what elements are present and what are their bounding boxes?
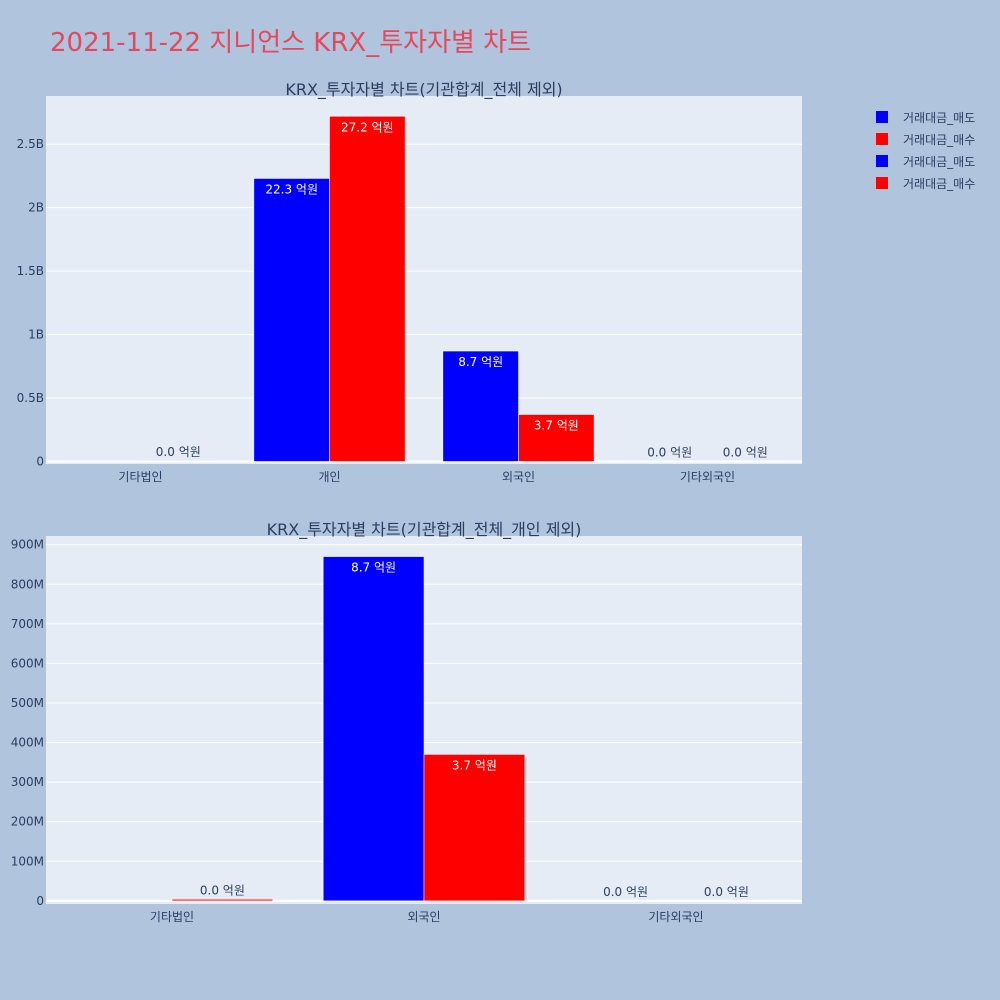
legend-item[interactable]: 거래대금_매도	[876, 150, 975, 172]
data-label: 0.0 억원	[603, 885, 648, 899]
bar	[171, 899, 274, 902]
page-title: 2021-11-22 지니언스 KRX_투자자별 차트	[50, 28, 532, 58]
y-tick-label: 2.5B	[17, 137, 44, 151]
y-tick-label: 2B	[28, 201, 44, 215]
y-tick-label: 300M	[11, 775, 44, 789]
x-tick-label: 기타외국인	[648, 910, 703, 924]
data-label: 8.7 억원	[351, 561, 396, 575]
y-tick-label: 0	[36, 894, 44, 908]
data-label: 0.0 억원	[704, 885, 749, 899]
chart-panel-1: 0 0.5B 1B 1.5B 2B 2.5B KRX_투자자별 차트(기관합계_전체 제외)…	[17, 80, 802, 484]
bar	[442, 350, 519, 462]
legend-label: 거래대금_매수	[903, 176, 976, 191]
x-tick-label: 외국인	[502, 470, 535, 484]
y-tick-label: 0.5B	[17, 391, 44, 405]
y-tick-label: 500M	[11, 696, 44, 710]
data-label: 3.7 억원	[452, 758, 497, 772]
data-label: 27.2 억원	[341, 120, 394, 134]
y-tick-label: 700M	[11, 617, 44, 631]
legend[interactable]: 거래대금_매도 거래대금_매수 거래대금_매도 거래대금_매수	[876, 106, 975, 194]
data-label: 0.0 억원	[200, 883, 245, 897]
legend-item[interactable]: 거래대금_매도	[876, 106, 975, 128]
legend-swatch	[876, 177, 888, 189]
chart-title: KRX_투자자별 차트(기관합계_전체 제외)	[285, 80, 562, 100]
legend-swatch	[876, 155, 888, 167]
bar	[423, 754, 526, 902]
legend-item[interactable]: 거래대금_매수	[876, 172, 975, 194]
legend-label: 거래대금_매수	[903, 132, 976, 147]
chart-panel-2: 0 100M 200M 300M 400M 500M 600M 700M 800M 900M KRX…	[11, 520, 802, 924]
y-tick-label: 900M	[11, 538, 44, 552]
y-tick-label: 1B	[28, 328, 44, 342]
y-tick-label: 100M	[11, 854, 44, 868]
y-tick-label: 200M	[11, 815, 44, 829]
x-tick-label: 기타외국인	[680, 470, 735, 484]
bar	[253, 178, 330, 462]
x-tick-label: 개인	[318, 470, 340, 484]
data-label: 22.3 억원	[265, 182, 318, 196]
legend-item[interactable]: 거래대금_매수	[876, 128, 975, 150]
x-tick-label: 기타법인	[150, 910, 194, 924]
y-tick-label: 600M	[11, 656, 44, 670]
data-label: 8.7 억원	[458, 355, 503, 369]
legend-swatch	[876, 133, 888, 145]
data-label: 3.7 억원	[534, 419, 579, 433]
legend-label: 거래대금_매도	[903, 154, 976, 169]
data-label: 0.0 억원	[723, 445, 768, 459]
data-label: 0.0 억원	[647, 445, 692, 459]
bar	[518, 414, 595, 462]
y-tick-label: 800M	[11, 577, 44, 591]
data-label: 0.0 억원	[156, 445, 201, 459]
y-tick-label: 0	[36, 454, 44, 468]
y-tick-label: 1.5B	[17, 264, 44, 278]
x-tick-label: 기타법인	[118, 470, 162, 484]
legend-label: 거래대금_매도	[903, 110, 976, 125]
bar	[329, 116, 406, 462]
x-tick-label: 외국인	[407, 910, 440, 924]
bar	[140, 460, 217, 462]
chart-title: KRX_투자자별 차트(기관합계_전체_개인 제외)	[267, 520, 582, 540]
y-tick-label: 400M	[11, 736, 44, 750]
legend-swatch	[876, 111, 888, 123]
bar	[322, 556, 425, 902]
plot-area	[46, 96, 802, 464]
